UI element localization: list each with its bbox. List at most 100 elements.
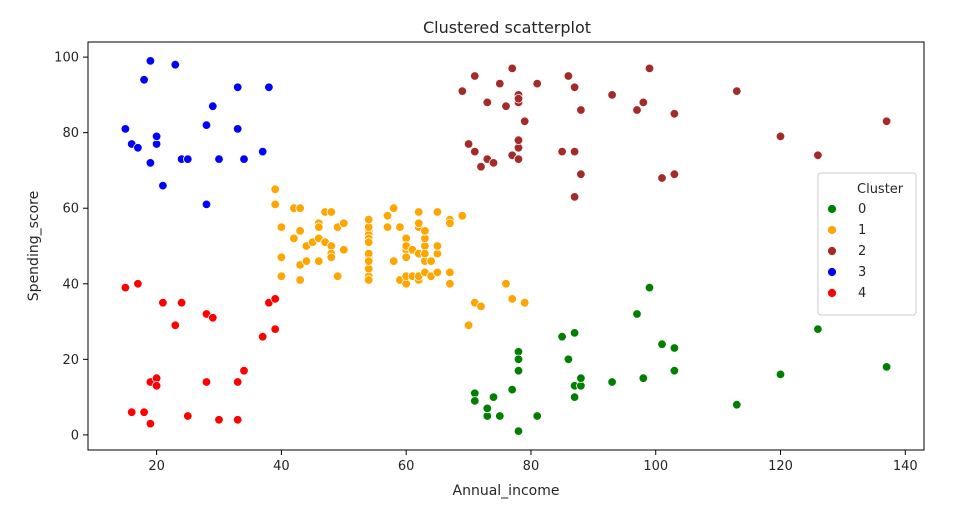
y-axis-ticks: 0 20 40 60 80 100 (54, 51, 88, 443)
data-point-cluster-4 (133, 279, 143, 289)
data-point-cluster-3 (201, 199, 212, 210)
data-point-cluster-0 (488, 392, 499, 402)
data-point-cluster-3 (214, 154, 224, 164)
data-point-cluster-1 (420, 248, 430, 259)
data-point-cluster-1 (507, 294, 517, 304)
data-point-cluster-3 (258, 146, 268, 157)
data-point-cluster-2 (632, 105, 642, 115)
data-point-cluster-2 (732, 86, 742, 96)
data-point-cluster-3 (158, 180, 168, 191)
data-point-cluster-2 (470, 146, 480, 157)
data-point-cluster-0 (657, 339, 667, 349)
data-point-cluster-4 (145, 418, 156, 429)
legend-title: Cluster (857, 182, 904, 197)
data-point-cluster-1 (295, 203, 305, 213)
data-point-cluster-2 (576, 105, 586, 115)
data-point-cluster-4 (120, 282, 131, 293)
legend: Cluster 0 1 2 3 4 (817, 172, 917, 316)
data-point-cluster-0 (881, 362, 892, 372)
data-point-cluster-3 (239, 154, 249, 164)
data-point-cluster-4 (201, 377, 212, 387)
data-point-cluster-2 (470, 71, 480, 81)
data-point-cluster-0 (482, 403, 493, 414)
data-point-cluster-3 (232, 82, 243, 93)
data-point-cluster-1 (326, 252, 337, 262)
data-point-cluster-3 (264, 82, 274, 93)
y-tick-label: 80 (62, 126, 79, 141)
legend-marker-cluster-3 (827, 267, 837, 277)
data-point-cluster-1 (414, 207, 424, 217)
y-axis-label: Spending_score (26, 191, 42, 301)
data-point-cluster-3 (139, 75, 149, 85)
x-tick-label: 80 (523, 459, 540, 474)
data-point-cluster-3 (145, 158, 156, 168)
x-tick-label: 20 (148, 459, 165, 474)
data-point-cluster-3 (201, 120, 212, 130)
data-point-cluster-0 (576, 373, 586, 383)
data-point-cluster-1 (445, 218, 455, 229)
x-tick-label: 120 (768, 459, 793, 474)
data-point-cluster-1 (445, 279, 455, 289)
data-point-cluster-4 (232, 377, 243, 387)
data-point-cluster-4 (126, 407, 137, 417)
data-point-cluster-1 (364, 275, 374, 285)
data-point-cluster-2 (495, 78, 505, 89)
x-tick-label: 40 (273, 459, 290, 474)
data-point-cluster-1 (295, 275, 305, 285)
data-point-cluster-3 (208, 101, 218, 111)
data-point-cluster-0 (775, 369, 786, 380)
data-point-cluster-1 (457, 211, 468, 221)
data-point-cluster-1 (420, 226, 430, 236)
data-point-cluster-4 (176, 298, 187, 308)
data-point-cluster-1 (432, 207, 443, 217)
data-point-cluster-3 (183, 154, 193, 164)
data-point-cluster-3 (120, 124, 131, 134)
data-point-cluster-2 (881, 116, 892, 127)
y-tick-label: 20 (62, 353, 79, 368)
data-point-cluster-1 (520, 298, 530, 308)
legend-label-cluster-4: 4 (858, 286, 866, 301)
data-point-cluster-0 (632, 309, 642, 319)
y-tick-label: 60 (62, 202, 79, 217)
data-point-cluster-4 (158, 298, 168, 308)
data-point-cluster-1 (326, 207, 337, 217)
data-point-cluster-2 (669, 169, 680, 179)
data-point-cluster-2 (644, 63, 655, 74)
data-point-cluster-2 (569, 192, 580, 202)
data-point-cluster-1 (463, 320, 474, 331)
data-point-cluster-1 (276, 271, 287, 281)
data-point-cluster-2 (638, 97, 649, 108)
data-point-cluster-1 (426, 256, 436, 266)
data-point-cluster-1 (314, 256, 324, 266)
data-point-cluster-4 (170, 320, 181, 331)
data-point-cluster-1 (270, 199, 280, 210)
data-point-cluster-3 (232, 124, 243, 134)
data-point-cluster-1 (364, 214, 374, 225)
data-point-cluster-4 (139, 407, 149, 417)
data-point-cluster-1 (395, 222, 405, 232)
legend-label-cluster-1: 1 (858, 223, 866, 238)
legend-label-cluster-2: 2 (858, 244, 866, 259)
data-point-cluster-2 (513, 93, 524, 104)
legend-marker-cluster-2 (827, 246, 837, 256)
x-axis-ticks: 20 40 60 80 100 120 140 (148, 450, 918, 474)
data-point-cluster-1 (295, 226, 305, 236)
data-points (120, 56, 892, 436)
data-point-cluster-1 (270, 184, 280, 195)
data-point-cluster-3 (151, 131, 162, 142)
data-point-cluster-1 (476, 301, 486, 312)
data-point-cluster-4 (214, 415, 224, 425)
data-point-cluster-3 (170, 59, 181, 70)
data-point-cluster-0 (513, 426, 524, 436)
data-point-cluster-2 (576, 169, 586, 179)
data-point-cluster-0 (495, 411, 505, 421)
data-point-cluster-4 (183, 411, 193, 421)
data-point-cluster-1 (501, 279, 511, 289)
data-point-cluster-2 (482, 97, 493, 108)
data-point-cluster-0 (669, 343, 680, 353)
data-point-cluster-2 (569, 82, 580, 93)
data-point-cluster-0 (669, 366, 680, 376)
data-point-cluster-1 (389, 256, 399, 266)
x-axis-label: Annual_income (453, 483, 560, 499)
